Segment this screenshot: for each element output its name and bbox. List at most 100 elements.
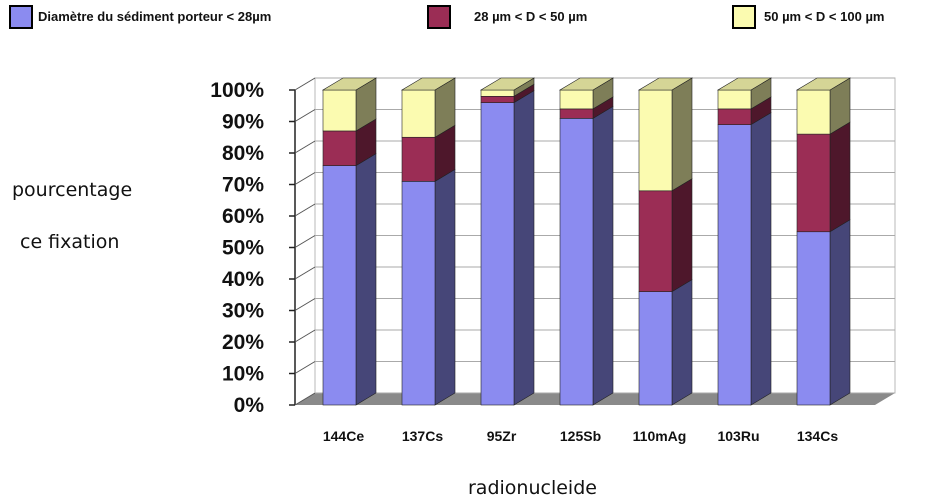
bar-front: [717, 124, 752, 406]
x-tick-label-144Ce: 144Ce: [323, 428, 364, 444]
bar-front: [401, 181, 436, 406]
bar-segment-110mAg-1: [638, 178, 693, 293]
bar-side: [671, 77, 693, 192]
y-tick-label-7: 70%: [222, 174, 264, 197]
bar-segment-95Zr-0: [480, 90, 535, 406]
bar-top-95Zr: [479, 77, 536, 91]
bar-top-137Cs: [400, 77, 457, 91]
gridline-diag-1: [294, 361, 316, 374]
bar-side: [671, 178, 693, 293]
bar-front: [796, 89, 831, 135]
bar-stack-95Zr: [479, 77, 536, 406]
bar-segment-110mAg-2: [638, 77, 693, 192]
bar-segment-137Cs-0: [401, 168, 456, 406]
bar-top-110mAg: [637, 77, 694, 91]
bar-front: [717, 108, 752, 125]
bar-stack-110mAg: [637, 77, 694, 406]
y-axis-title-line-2: ce fixation: [20, 231, 119, 253]
bar-front: [796, 133, 831, 233]
gridline-diag-10: [294, 77, 316, 91]
bar-segment-144Ce-0: [322, 153, 377, 406]
x-tick-label-125Sb: 125Sb: [560, 428, 601, 444]
bar-segment-134Cs-2: [796, 77, 851, 135]
legend-label-0: Diamètre du sédiment porteur < 28µm: [38, 9, 271, 24]
legend-label-2: 50 µm < D < 100 µm: [764, 9, 885, 24]
gridline-diag-4: [294, 266, 316, 280]
bar-segment-103Ru-0: [717, 112, 772, 406]
y-tick-label-2: 20%: [222, 331, 264, 354]
bar-segment-125Sb-0: [559, 105, 614, 406]
bar-segment-144Ce-2: [322, 77, 377, 132]
bar-stack-137Cs: [400, 77, 457, 406]
bar-front: [559, 89, 594, 110]
gridline-diag-8: [294, 140, 316, 154]
legend-swatch-1: [427, 5, 451, 29]
bar-stack-134Cs: [795, 77, 852, 406]
legend-swatch-0: [9, 5, 33, 29]
gridline-diag-9: [294, 109, 316, 122]
bar-front: [638, 190, 673, 292]
bar-stack-125Sb: [558, 77, 615, 406]
bar-side: [829, 219, 851, 406]
x-axis-labels: 144Ce 137Cs 95Zr 125Sb 110mAg 103Ru 134Cs: [323, 428, 838, 444]
bar-stack-103Ru: [716, 77, 773, 406]
bars: [321, 77, 852, 406]
bar-front: [559, 118, 594, 406]
bar-front: [322, 89, 357, 132]
bar-front: [480, 89, 515, 97]
bar-side: [750, 112, 772, 406]
y-tick-label-3: 30%: [222, 300, 264, 323]
bar-front: [401, 89, 436, 138]
y-tick-label-4: 40%: [222, 268, 264, 291]
legend-label-1: 28 µm < D < 50 µm: [474, 9, 587, 24]
x-tick-label-137Cs: 137Cs: [402, 428, 443, 444]
bar-top-144Ce: [321, 77, 378, 91]
legend-swatch-2: [732, 5, 756, 29]
y-tick-label-0: 0%: [234, 394, 265, 417]
y-axis-title-line-1: pourcentage: [12, 179, 132, 201]
x-axis-title: radionucleide: [468, 477, 597, 499]
bar-segment-137Cs-1: [401, 124, 456, 182]
y-tick-label-5: 50%: [222, 237, 264, 260]
bar-side: [829, 121, 851, 233]
gridline-diag-2: [294, 329, 316, 343]
y-tick-label-9: 90%: [222, 111, 264, 134]
gridline-diag-3: [294, 298, 316, 311]
bar-top-125Sb: [558, 77, 615, 91]
x-tick-label-110mAg: 110mAg: [633, 428, 687, 444]
bar-segment-110mAg-0: [638, 279, 693, 406]
bar-side: [592, 105, 614, 406]
bar-side: [434, 168, 456, 406]
bar-front: [638, 89, 673, 192]
bar-side: [513, 90, 535, 406]
bar-front: [638, 291, 673, 406]
bar-segment-134Cs-1: [796, 121, 851, 233]
x-tick-label-134Cs: 134Cs: [797, 428, 838, 444]
bar-side: [355, 153, 377, 406]
y-axis-ticks: 0% 10% 20% 30% 40% 50% 60% 70% 80% 90% 100%: [210, 79, 264, 417]
legend: Diamètre du sédiment porteur < 28µm 28 µm…: [9, 5, 885, 29]
y-tick-label-6: 60%: [222, 205, 264, 228]
bar-top-134Cs: [795, 77, 852, 91]
y-tick-label-8: 80%: [222, 142, 264, 165]
gridline-diag-0: [294, 392, 316, 406]
bar-top-103Ru: [716, 77, 773, 91]
bar-segment-137Cs-2: [401, 77, 456, 138]
gridline-diag-5: [294, 235, 316, 248]
bar-segment-103Ru-1: [717, 96, 772, 126]
y-tick-label-10: 100%: [210, 79, 264, 102]
bar-segment-134Cs-0: [796, 219, 851, 406]
bar-segment-125Sb-2: [559, 77, 614, 110]
x-tick-label-103Ru: 103Ru: [717, 428, 759, 444]
bar-front: [480, 102, 515, 406]
gridline-diag-7: [294, 172, 316, 185]
bar-front: [322, 165, 357, 406]
x-tick-label-95Zr: 95Zr: [487, 428, 517, 444]
bar-segment-103Ru-2: [717, 77, 772, 110]
bar-side: [671, 279, 693, 406]
bar-front: [796, 231, 831, 406]
y-tick-label-1: 10%: [222, 363, 264, 386]
bar-front: [717, 89, 752, 110]
bar-front: [480, 96, 515, 103]
bar-front: [322, 130, 357, 166]
